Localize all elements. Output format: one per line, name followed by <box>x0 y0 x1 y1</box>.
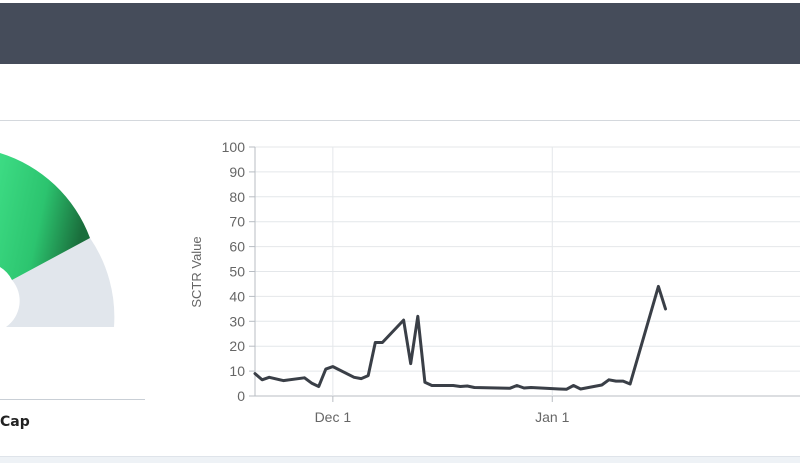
y-tick-label: 60 <box>229 239 245 255</box>
gauge-track <box>6 238 115 327</box>
bottom-panel-edge <box>0 456 800 463</box>
y-tick-label: 80 <box>229 189 245 205</box>
section-divider <box>0 120 800 121</box>
sctr-chart: 0 10 20 30 40 50 60 70 80 90 100 Dec 1 Jan 1 SCTR V… <box>185 130 800 430</box>
y-tick-label: 20 <box>229 338 245 354</box>
y-tick-label: 10 <box>229 363 245 379</box>
y-axis-label: SCTR Value <box>189 236 204 307</box>
gauge-fill <box>0 153 90 280</box>
y-tick-label: 70 <box>229 214 245 230</box>
sctr-gauge-graphic <box>0 153 115 327</box>
y-axis-ticks: 0 10 20 30 40 50 60 70 80 90 100 <box>222 139 246 404</box>
x-tick-label: Jan 1 <box>535 409 569 425</box>
sctr-gauge <box>0 121 190 411</box>
x-axis-ticks: Dec 1 Jan 1 <box>315 409 570 425</box>
y-tick-label: 0 <box>237 388 245 404</box>
gauge-label: Cap <box>0 414 30 430</box>
y-tick-label: 50 <box>229 264 245 280</box>
y-tick-label: 40 <box>229 288 245 304</box>
sctr-line-chart: 0 10 20 30 40 50 60 70 80 90 100 Dec 1 Jan 1 SCTR V… <box>189 139 800 425</box>
chart-grid <box>249 146 800 402</box>
y-tick-label: 30 <box>229 313 245 329</box>
y-tick-label: 100 <box>222 139 246 155</box>
y-tick-label: 90 <box>229 164 245 180</box>
series-line <box>253 284 667 391</box>
gauge-separator <box>0 399 145 400</box>
x-tick-label: Dec 1 <box>315 409 352 425</box>
top-navigation-bar <box>0 3 800 64</box>
